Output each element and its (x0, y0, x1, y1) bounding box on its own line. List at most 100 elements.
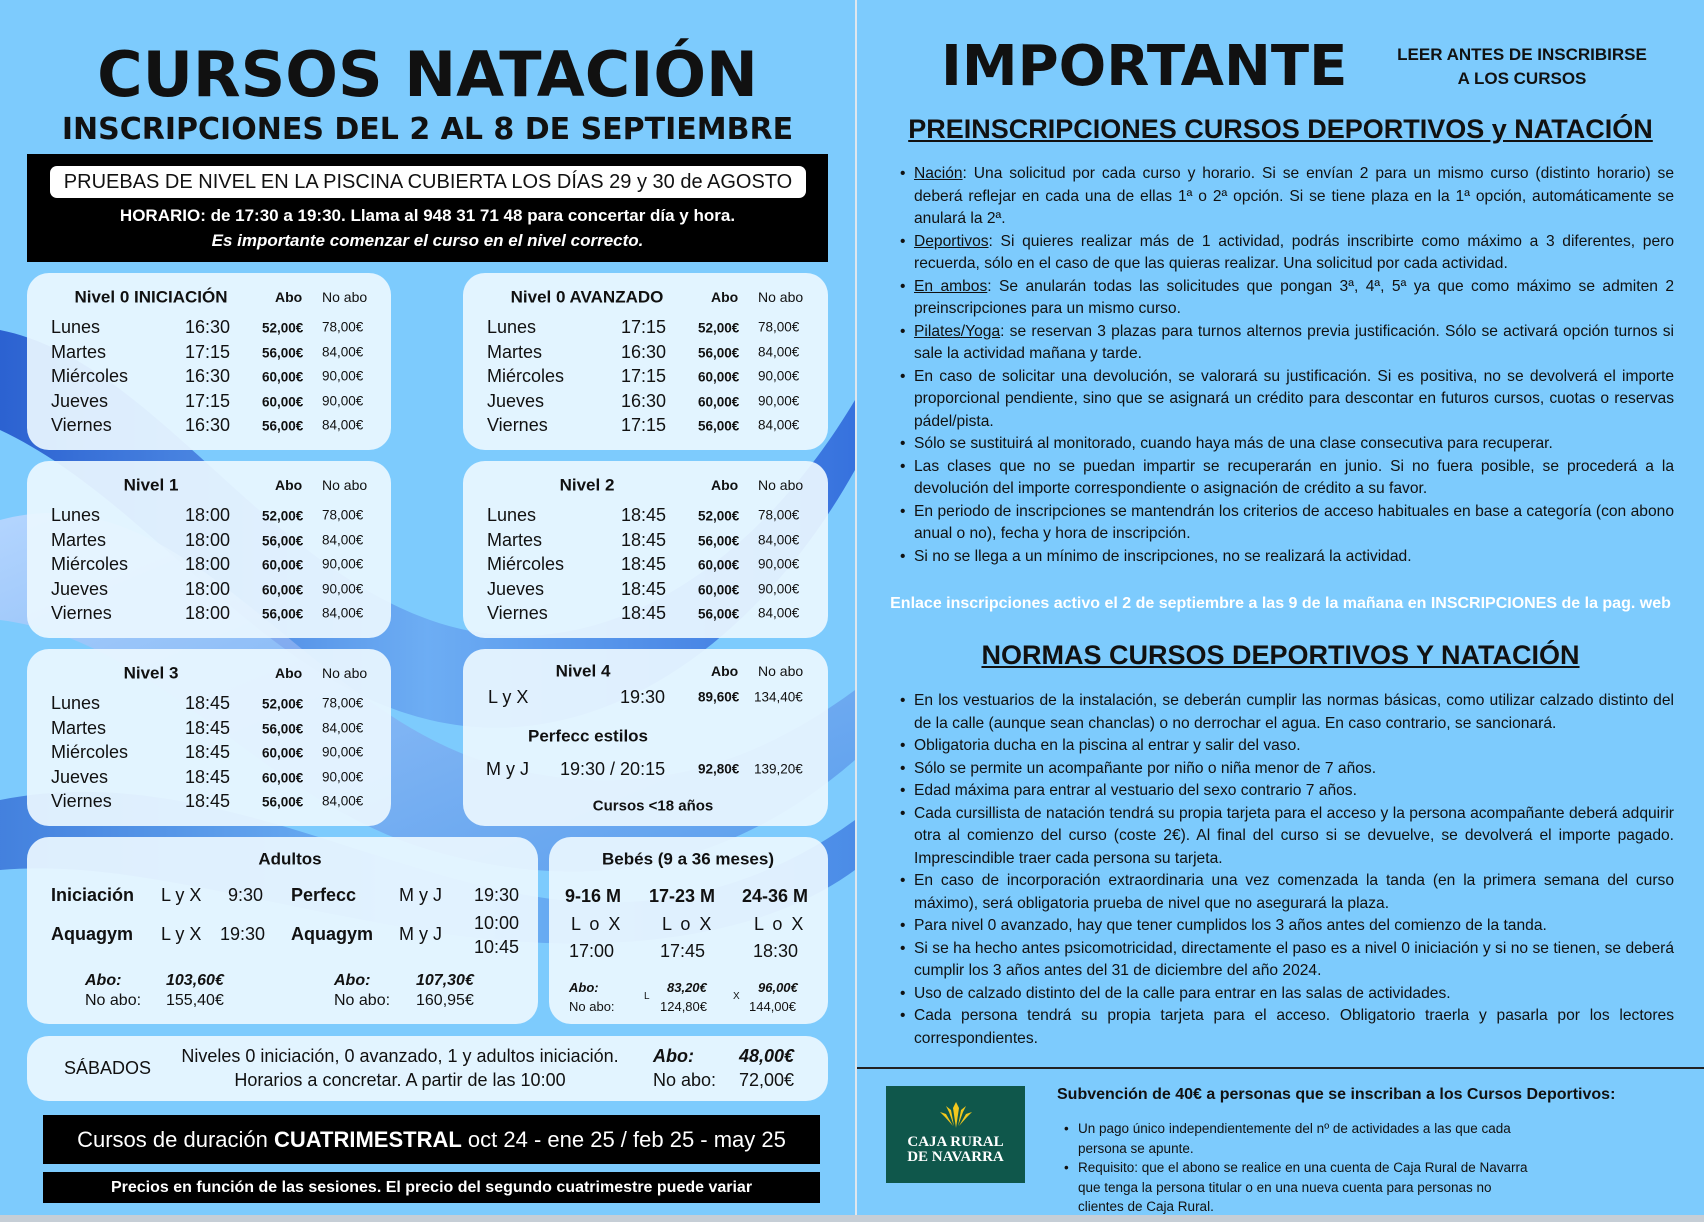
days: L o X (662, 914, 714, 934)
price-abo: 83,20€ (667, 980, 707, 995)
adults-title: Adultos (258, 849, 322, 869)
price-noabo: 90,00€ (758, 556, 800, 572)
days: L y X (488, 687, 529, 707)
level-title: Nivel 0 AVANZADO (510, 287, 664, 307)
abo-label: Abo: (653, 1046, 694, 1066)
list-item: Pilates/Yoga: se reservan 3 plazas para … (900, 321, 1674, 366)
list-item: En periodo de inscripciones se mantendrá… (900, 501, 1674, 546)
time: 19:30 / 20:15 (560, 759, 666, 779)
time: 9:30 (228, 885, 264, 905)
preinscripciones-heading: PREINSCRIPCIONES CURSOS DEPORTIVOS y NAT… (908, 114, 1653, 144)
col-noabo: No abo (758, 289, 804, 305)
abo-label: Abo: (569, 980, 599, 995)
price-abo: 52,00€ (262, 320, 304, 336)
price-abo: 103,60€ (166, 972, 224, 989)
time: 16:30 (185, 317, 231, 337)
days: L y X (161, 924, 202, 944)
list-item: Si no se llega a un mínimo de inscripcio… (900, 546, 1674, 569)
time: 16:30 (621, 390, 667, 411)
price-noabo: 78,00€ (322, 695, 364, 711)
day: Martes (487, 341, 543, 362)
price-abo: 60,00€ (698, 557, 740, 573)
price-noabo: 84,00€ (322, 793, 364, 809)
item-text: : Se anularán todas las solicitudes que … (914, 277, 1674, 318)
price-abo: 92,80€ (698, 761, 740, 777)
col-abo: Abo (711, 663, 739, 679)
price-noabo: 90,00€ (322, 368, 364, 384)
price-noabo: 90,00€ (322, 556, 364, 572)
price-noabo: 84,00€ (322, 605, 364, 621)
important-title: IMPORTANTE (941, 34, 1348, 99)
day: Martes (51, 529, 107, 550)
day: Jueves (487, 578, 545, 599)
price-abo: 56,00€ (698, 606, 740, 622)
level-card-nivel-4: Nivel 4 Abo No abo L y X 19:30 89,60€ 13… (463, 649, 828, 826)
list-item: En los vestuarios de la instalación, se … (900, 690, 1674, 735)
time: 18:45 (185, 766, 231, 787)
price-noabo: 84,00€ (758, 605, 800, 621)
level-card: Nivel 3 Abo No abo Lunes 18:45 52,00€ 78,… (27, 649, 391, 826)
list-item: Nación: Una solicitud por cada curso y h… (900, 163, 1674, 231)
prices-note: Precios en función de las sesiones. El p… (43, 1172, 820, 1203)
price-noabo: 155,40€ (166, 992, 224, 1009)
item-lead-link[interactable]: Deportivos (914, 232, 989, 250)
saturday-label: SÁBADOS (64, 1058, 152, 1078)
price-noabo: 144,00€ (749, 999, 796, 1014)
babies-title: Bebés (9 a 36 meses) (602, 849, 774, 869)
day: Jueves (51, 578, 109, 599)
item-lead-link[interactable]: Pilates/Yoga (914, 322, 1001, 340)
level-title: Nivel 3 (123, 663, 179, 683)
time: 17:15 (621, 366, 667, 386)
item-lead-link[interactable]: En ambos (914, 277, 988, 295)
list-item: Sólo se permite un acompañante por niño … (900, 758, 1674, 781)
list-item: En ambos: Se anularán todas las solicitu… (900, 276, 1674, 321)
price-abo: 60,00€ (262, 769, 304, 785)
logo-text-2: DE NAVARRA (907, 1149, 1004, 1165)
time: 16:30 (621, 341, 667, 362)
days: L o X (571, 914, 623, 934)
list-item: Si se ha hecho antes psicomotricidad, di… (900, 938, 1674, 983)
col-noabo: No abo (322, 477, 368, 493)
price-noabo: 139,20€ (754, 761, 803, 777)
item-text: Sólo se sustituirá al monitorado, cuando… (914, 435, 1553, 452)
col-noabo: No abo (758, 477, 804, 493)
price-abo: 60,00€ (262, 393, 304, 409)
list-item: Obligatoria ducha en la piscina al entra… (900, 735, 1674, 758)
noabo-label: No abo: (653, 1070, 717, 1090)
price-noabo: 84,00€ (322, 719, 364, 735)
price-abo: 52,00€ (262, 508, 304, 524)
col-abo: Abo (711, 477, 739, 493)
monday-mark: L (644, 991, 650, 1002)
courses-panel: CURSOS NATACIÓN INSCRIPCIONES DEL 2 AL 8… (0, 0, 855, 1215)
duration-text: Cursos de duración (77, 1127, 274, 1152)
time: 19:30 (620, 687, 666, 707)
time: 10:00 (474, 913, 520, 933)
day: Viernes (51, 603, 112, 623)
wheat-icon (939, 1102, 972, 1128)
saturday-schedule: Horarios a concretar. A partir de las 10… (234, 1070, 566, 1090)
price-noabo: 78,00€ (322, 507, 364, 523)
price-noabo: 160,95€ (416, 992, 474, 1009)
course-name: Aquagym (51, 924, 134, 944)
day: Jueves (51, 390, 109, 411)
price-noabo: 134,40€ (754, 689, 803, 705)
time: 18:45 (185, 742, 231, 762)
list-item: Cada cursillista de natación tendrá su p… (900, 803, 1674, 871)
item-lead-link[interactable]: Nación (914, 165, 963, 182)
level-title: Nivel 0 INICIACIÓN (74, 287, 228, 307)
price-noabo: 78,00€ (758, 507, 800, 523)
price-noabo: 84,00€ (758, 417, 800, 433)
age-group: 9-16 M (565, 886, 622, 906)
page-subtitle: INSCRIPCIONES DEL 2 AL 8 DE SEPTIEMBRE (61, 112, 794, 147)
price-abo: 56,00€ (262, 720, 304, 736)
day: Lunes (487, 505, 537, 525)
time: 18:30 (753, 941, 799, 961)
list-item: Uso de calzado distinto del de la calle … (900, 983, 1674, 1006)
day: Lunes (51, 505, 101, 525)
price-noabo: 84,00€ (758, 531, 800, 547)
price-noabo: 90,00€ (322, 580, 364, 596)
list-item: En caso de incorporación extraordinaria … (900, 870, 1674, 915)
item-text: En periodo de inscripciones se mantendrá… (914, 502, 1674, 543)
wednesday-mark: X (733, 991, 740, 1002)
noabo-label: No abo: (334, 992, 391, 1009)
